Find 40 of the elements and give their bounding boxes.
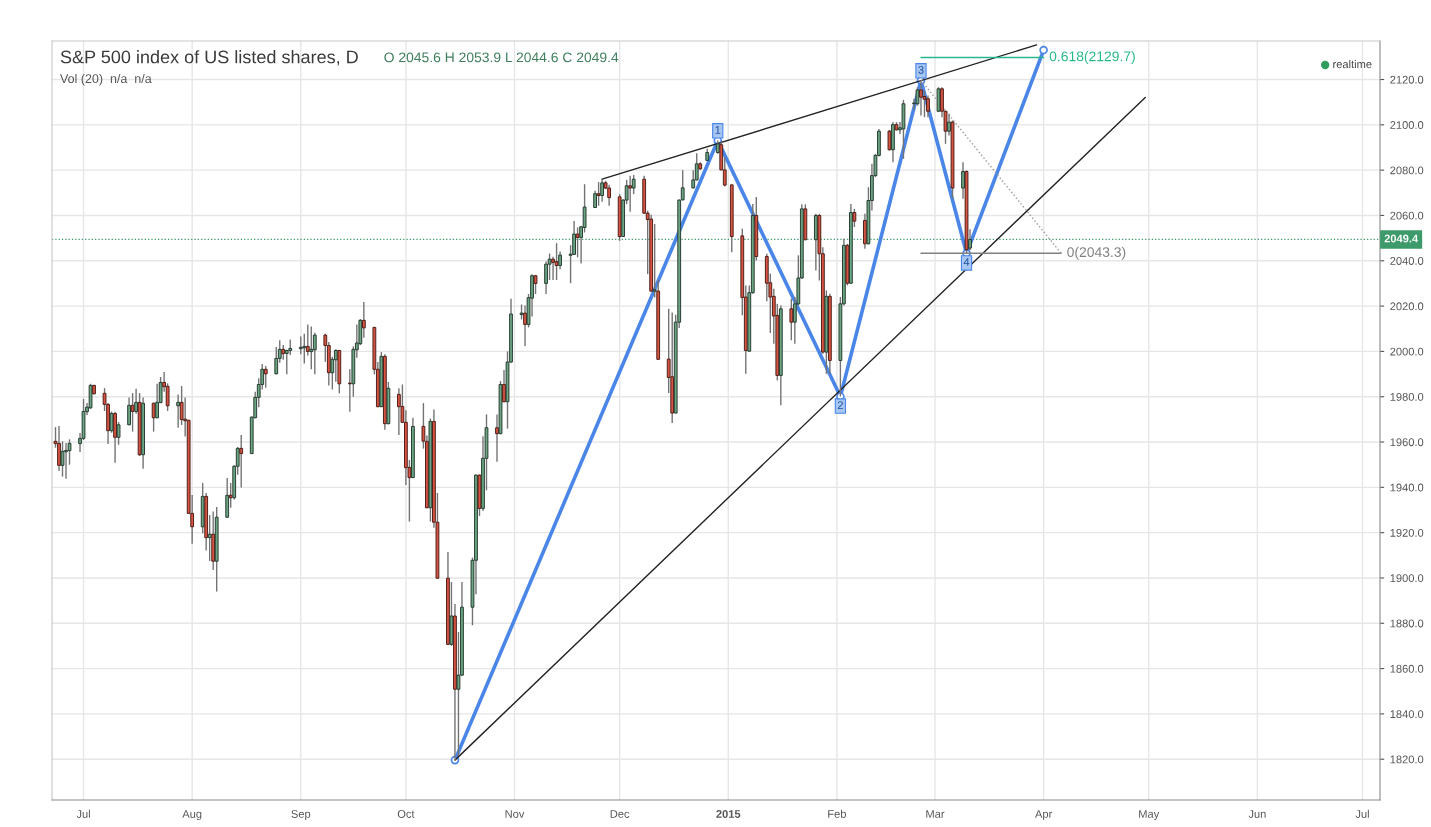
x-tick-label: May xyxy=(1139,810,1160,821)
y-tick-label: 2060.0 xyxy=(1390,211,1424,220)
x-tick-label: 2015 xyxy=(716,810,741,818)
x-tick-label: Sep xyxy=(291,810,311,821)
annotation: 3 xyxy=(918,65,924,74)
x-tick-label: Oct xyxy=(397,810,415,818)
ref-line-label: 2049.4 xyxy=(1384,234,1419,243)
y-tick-label: 1820.0 xyxy=(1390,755,1424,764)
x-tick-label: Jun xyxy=(1248,810,1266,818)
x-tick-label: Feb xyxy=(828,809,846,818)
y-tick-label: 1900.0 xyxy=(1390,574,1424,583)
y-tick-label: 2040.0 xyxy=(1390,257,1424,265)
chart-title: S&P 500 index of US listed shares, D xyxy=(60,50,358,66)
x-tick-label: Mar xyxy=(926,810,945,818)
x-tick-label: Nov xyxy=(505,810,525,818)
annotation: 1 xyxy=(715,126,721,134)
x-tick-label: Dec xyxy=(610,810,630,818)
x-tick-label: Jul xyxy=(1355,809,1369,818)
y-tick-label: 2100.0 xyxy=(1390,121,1424,129)
annotation: 0.618(2129.7) xyxy=(1049,51,1135,65)
x-tick-label: Aug xyxy=(182,810,202,821)
y-tick-label: 2000.0 xyxy=(1390,347,1424,356)
y-tick-label: 1960.0 xyxy=(1390,438,1424,447)
y-tick-label: 2080.0 xyxy=(1390,166,1424,175)
y-tick-label: 1860.0 xyxy=(1390,664,1424,673)
y-tick-label: 1940.0 xyxy=(1390,483,1424,492)
annotation: 2 xyxy=(837,401,843,409)
y-tick-label: 1880.0 xyxy=(1390,619,1424,628)
x-tick-label: Jul xyxy=(76,809,90,818)
y-tick-label: 1920.0 xyxy=(1390,528,1424,537)
y-tick-label: 1840.0 xyxy=(1390,710,1424,719)
annotation: 0(2043.3) xyxy=(1067,246,1126,260)
annotation: realtime xyxy=(1333,59,1372,69)
annotation: Vol (20) n/a n/a xyxy=(60,73,152,86)
text: O 2045.6 H 2053.9 L 2044.6 C 2049.4 xyxy=(384,52,619,63)
annotation: 4 xyxy=(963,258,970,266)
y-tick-label: 2020.0 xyxy=(1390,302,1424,311)
y-tick-label: 1980.0 xyxy=(1390,392,1424,401)
x-tick-label: Apr xyxy=(1035,810,1053,821)
y-tick-label: 2120.0 xyxy=(1390,75,1424,84)
